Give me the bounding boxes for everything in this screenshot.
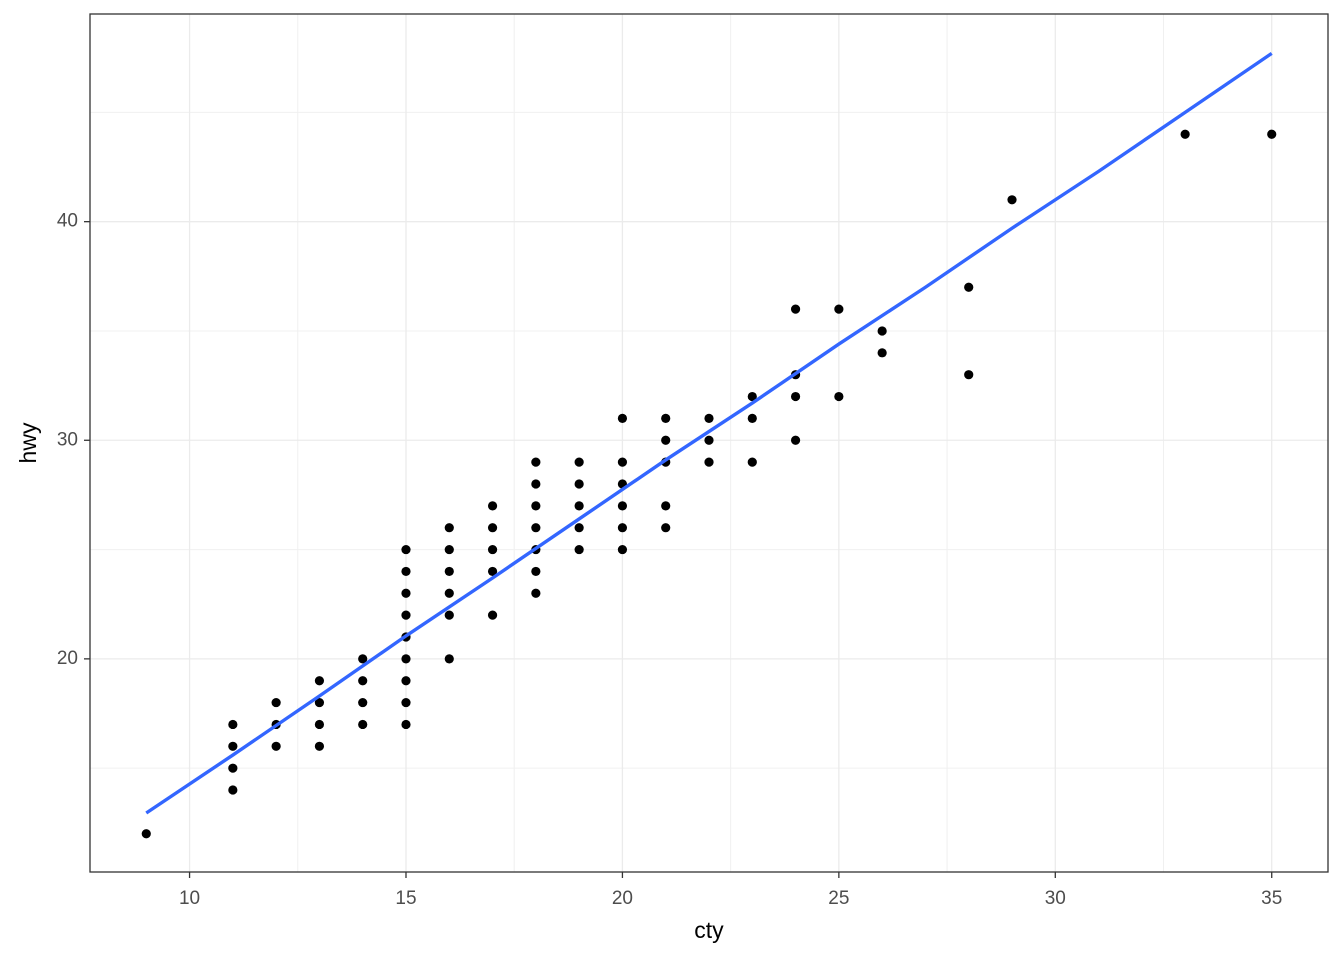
point — [531, 588, 541, 598]
point — [358, 676, 368, 686]
point — [314, 697, 325, 708]
point — [877, 348, 887, 358]
point — [314, 676, 325, 686]
point — [531, 523, 541, 533]
point — [401, 588, 411, 598]
point — [617, 544, 628, 555]
point — [661, 501, 671, 511]
point — [964, 370, 974, 380]
point — [401, 566, 411, 577]
y-tick-label: 30 — [57, 429, 78, 450]
point — [444, 566, 454, 577]
point — [531, 566, 541, 577]
point — [487, 501, 498, 511]
point — [228, 741, 238, 751]
point — [141, 829, 151, 839]
point — [617, 413, 628, 424]
point — [401, 719, 411, 730]
point — [271, 697, 281, 708]
point — [444, 523, 454, 533]
point — [314, 719, 325, 730]
point — [574, 501, 584, 511]
x-axis-title: cty — [694, 917, 724, 943]
point — [574, 457, 584, 467]
point — [401, 697, 411, 708]
point — [228, 785, 238, 795]
point — [444, 588, 454, 598]
point — [444, 654, 454, 664]
point — [401, 676, 411, 686]
point — [661, 413, 671, 424]
point — [617, 501, 628, 511]
y-tick-label: 40 — [57, 211, 78, 232]
point — [574, 544, 584, 555]
point — [401, 610, 411, 620]
point — [487, 523, 498, 533]
point — [617, 523, 628, 533]
point — [1180, 129, 1190, 139]
point — [1267, 129, 1277, 139]
point — [314, 741, 325, 751]
point — [531, 457, 541, 467]
point — [228, 719, 238, 730]
point — [877, 326, 887, 336]
point — [661, 523, 671, 533]
point — [1007, 195, 1017, 205]
point — [704, 435, 714, 445]
point — [487, 544, 498, 555]
point — [271, 741, 281, 751]
point — [487, 610, 498, 620]
point — [444, 610, 454, 620]
point — [790, 391, 801, 402]
x-tick-label: 30 — [1045, 888, 1066, 909]
point — [790, 304, 801, 314]
point — [834, 304, 844, 314]
smooth-line — [145, 51, 1273, 815]
point — [661, 435, 671, 445]
point — [531, 501, 541, 511]
x-tick-label: 25 — [828, 888, 849, 909]
point — [747, 391, 757, 402]
point — [704, 413, 714, 424]
point — [704, 457, 714, 467]
point — [531, 479, 541, 489]
point — [487, 566, 498, 577]
x-tick-label: 35 — [1261, 888, 1282, 909]
point — [747, 457, 757, 467]
point — [401, 654, 411, 664]
point — [747, 413, 757, 424]
point — [574, 479, 584, 489]
y-axis-title: hwy — [15, 422, 41, 463]
x-tick-label: 15 — [395, 888, 416, 909]
point — [228, 763, 238, 773]
point — [358, 654, 368, 664]
x-tick-label: 20 — [612, 888, 633, 909]
point — [444, 544, 454, 555]
point — [358, 719, 368, 730]
point — [790, 435, 801, 445]
point — [358, 697, 368, 708]
point — [964, 282, 974, 292]
point — [834, 391, 844, 402]
y-tick-label: 20 — [57, 648, 78, 669]
x-tick-label: 10 — [179, 888, 200, 909]
panel-border — [89, 13, 1329, 873]
point — [617, 457, 628, 467]
point — [401, 544, 411, 555]
point — [574, 523, 584, 533]
